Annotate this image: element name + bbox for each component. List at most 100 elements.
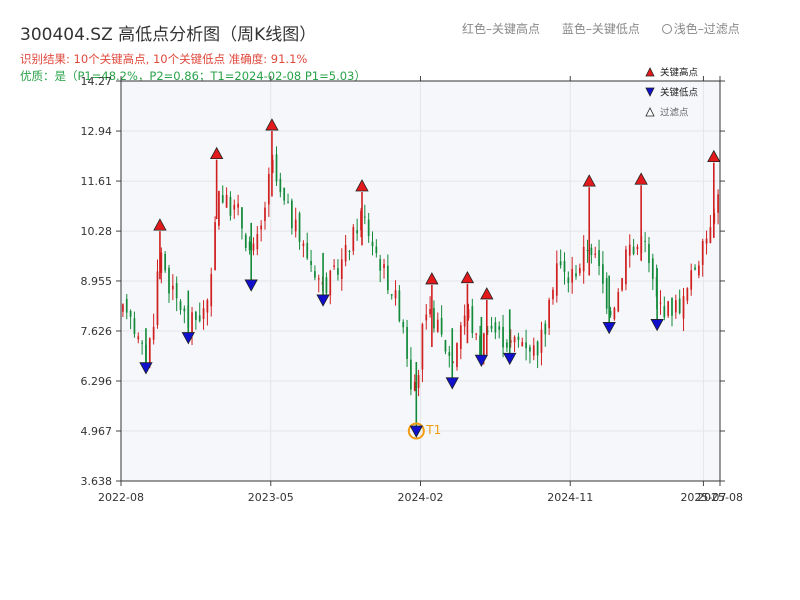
candle-body (571, 269, 574, 283)
light-legend-text: 浅色–过滤点 (673, 22, 740, 36)
candle-body (179, 301, 182, 311)
candle-body (337, 268, 339, 275)
candle-body (310, 260, 312, 266)
candle-body (674, 300, 677, 313)
high-marker-icon (153, 218, 167, 231)
candle-body (709, 227, 712, 243)
x-tick-label: 2023-05 (248, 491, 294, 504)
candle-body (241, 207, 243, 229)
candle-body (421, 324, 424, 370)
candle-body (244, 234, 247, 248)
candle-body (448, 352, 451, 356)
candle-body (267, 174, 270, 205)
y-tick-label: 3.638 (81, 475, 113, 488)
candle-body (563, 260, 566, 272)
red-legend-text: 红色–关键高点 (462, 22, 541, 36)
candle-body (698, 265, 700, 276)
candle-body (586, 250, 589, 252)
candle-body (394, 290, 397, 299)
candle-body (494, 322, 497, 333)
candle-body (486, 330, 489, 332)
candle-body (644, 240, 646, 242)
candle-body (667, 301, 670, 316)
candle-body (214, 222, 216, 271)
candle-body (264, 207, 266, 222)
candle-body (536, 341, 539, 356)
result-summary: 识别结果: 10个关键高点, 10个关键低点 准确度: 91.1% (20, 52, 308, 66)
candle-body (479, 335, 481, 355)
light-legend-item: 浅色–过滤点 (661, 22, 758, 36)
candle-body (559, 261, 562, 266)
candle-body (329, 270, 332, 296)
candle-body (482, 333, 485, 360)
candle-body (625, 249, 627, 285)
candle-body (590, 247, 593, 255)
candle-body (609, 310, 612, 316)
candle-body (575, 273, 577, 277)
plot-frame (120, 80, 721, 482)
candle-body (183, 308, 186, 312)
candle-body (671, 298, 673, 316)
low-marker-icon (316, 294, 330, 307)
candle-body (459, 325, 462, 350)
y-tick-label: 8.955 (81, 275, 113, 288)
candle-body (141, 342, 143, 344)
x-tick-label: 2024-02 (398, 491, 444, 504)
candle-body (218, 190, 220, 226)
legend-marker-icon (645, 107, 655, 117)
candle-body (363, 216, 366, 218)
candle-body (191, 312, 193, 335)
candle-body (279, 178, 282, 193)
candle-body (294, 219, 297, 232)
candle-body (717, 194, 719, 213)
candle-body (340, 259, 343, 279)
candle-body (229, 196, 232, 216)
candle-body (417, 374, 420, 388)
candle-body (371, 241, 374, 247)
candle-body (471, 306, 474, 334)
candle-body (555, 263, 558, 296)
candle-body (383, 264, 385, 269)
t1-ring (407, 422, 425, 440)
high-marker-icon (355, 179, 369, 192)
candle-body (171, 285, 174, 290)
low-marker-icon (409, 425, 423, 438)
y-tick-label: 11.61 (81, 175, 113, 188)
candle-body (129, 311, 132, 317)
y-tick-label: 6.296 (81, 375, 113, 388)
circle-icon (661, 24, 672, 34)
candle-body (233, 204, 236, 210)
candle-body (444, 339, 447, 352)
candle-body (402, 321, 405, 328)
candle-body (628, 244, 631, 256)
candle-body (160, 252, 163, 273)
candle-body (540, 329, 543, 353)
candle-body (532, 345, 535, 356)
candle-body (283, 187, 286, 201)
candle-body (613, 307, 616, 320)
candle-body (406, 327, 408, 359)
candle-body (398, 290, 401, 322)
candle-body (694, 267, 696, 270)
low-marker-icon (503, 352, 517, 366)
candle-body (548, 299, 550, 329)
candle-body (429, 308, 431, 315)
candle-body (521, 341, 524, 347)
high-marker-icon (707, 149, 721, 163)
quality-summary: 优质：是（P1=48.2%，P2=0.86；T1=2024-02-08 P1=5… (20, 69, 366, 83)
candle-body (621, 278, 623, 291)
candle-body (513, 336, 516, 343)
low-marker-icon (181, 332, 195, 345)
candle-body (367, 219, 370, 237)
legend-marker-icon (645, 67, 655, 77)
candle-body (690, 270, 693, 290)
y-tick-label: 7.626 (81, 325, 113, 338)
y-tick-label: 4.967 (81, 425, 113, 438)
candle-body (567, 277, 570, 284)
candle-body (360, 211, 362, 231)
candle-body (198, 315, 201, 322)
candle-body (598, 250, 600, 266)
color-legend: 红色–关键高点 蓝色–关键低点 浅色–过滤点 (462, 20, 758, 37)
candle-body (456, 343, 458, 368)
